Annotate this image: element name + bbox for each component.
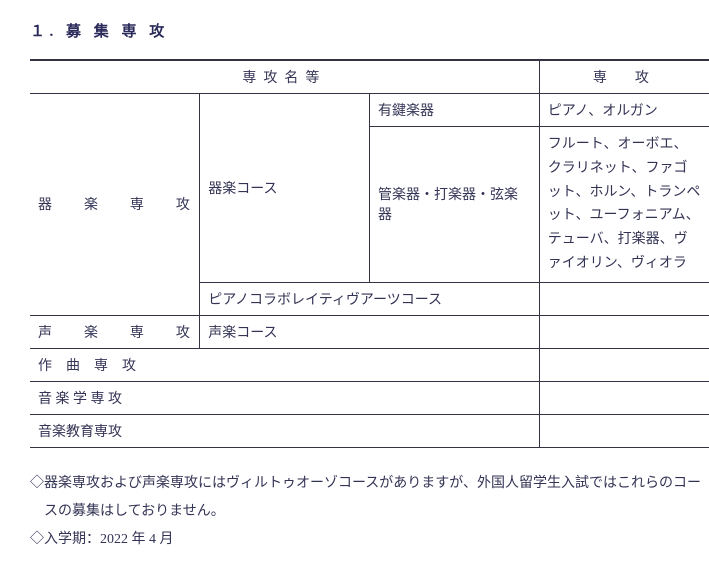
header-name: 専攻名等: [30, 60, 539, 94]
detail-keyed: ピアノ、オルガン: [539, 94, 709, 127]
majors-table: 専攻名等 専 攻 器楽専攻 器楽コース 有鍵楽器 ピアノ、オルガン 管楽器・打楽…: [30, 59, 709, 448]
note-virtuoso: ◇器楽専攻および声楽専攻にはヴィルトゥオーゾコースがありますが、外国人留学生入試…: [30, 470, 709, 526]
sub-keyed: 有鍵楽器: [370, 94, 540, 127]
note-enrollment: ◇入学期：2022 年 4 月: [30, 526, 709, 554]
header-detail: 専 攻: [539, 60, 709, 94]
detail-education: [539, 414, 709, 447]
sub-wind-perc-string: 管楽器・打楽器・弦楽器: [370, 127, 540, 283]
detail-vocal: [539, 315, 709, 348]
section-heading: １. 募 集 専 攻: [30, 20, 709, 41]
major-musicology: 音 楽 学 専 攻: [30, 381, 539, 414]
major-composition: 作 曲 専 攻: [30, 348, 539, 381]
major-vocal: 声楽専攻: [30, 315, 200, 348]
detail-wind-perc-string: フルート、オーボエ、クラリネット、ファゴット、ホルン、トランペット、ユーフォニア…: [539, 127, 709, 283]
detail-musicology: [539, 381, 709, 414]
major-education: 音楽教育専攻: [30, 414, 539, 447]
detail-composition: [539, 348, 709, 381]
major-instrumental: 器楽専攻: [30, 94, 200, 316]
detail-pianocollab: [539, 282, 709, 315]
notes-block: ◇器楽専攻および声楽専攻にはヴィルトゥオーゾコースがありますが、外国人留学生入試…: [30, 470, 709, 554]
course-instrumental: 器楽コース: [200, 94, 370, 283]
course-pianocollab: ピアノコラボレイティヴアーツコース: [200, 282, 540, 315]
course-vocal: 声楽コース: [200, 315, 540, 348]
